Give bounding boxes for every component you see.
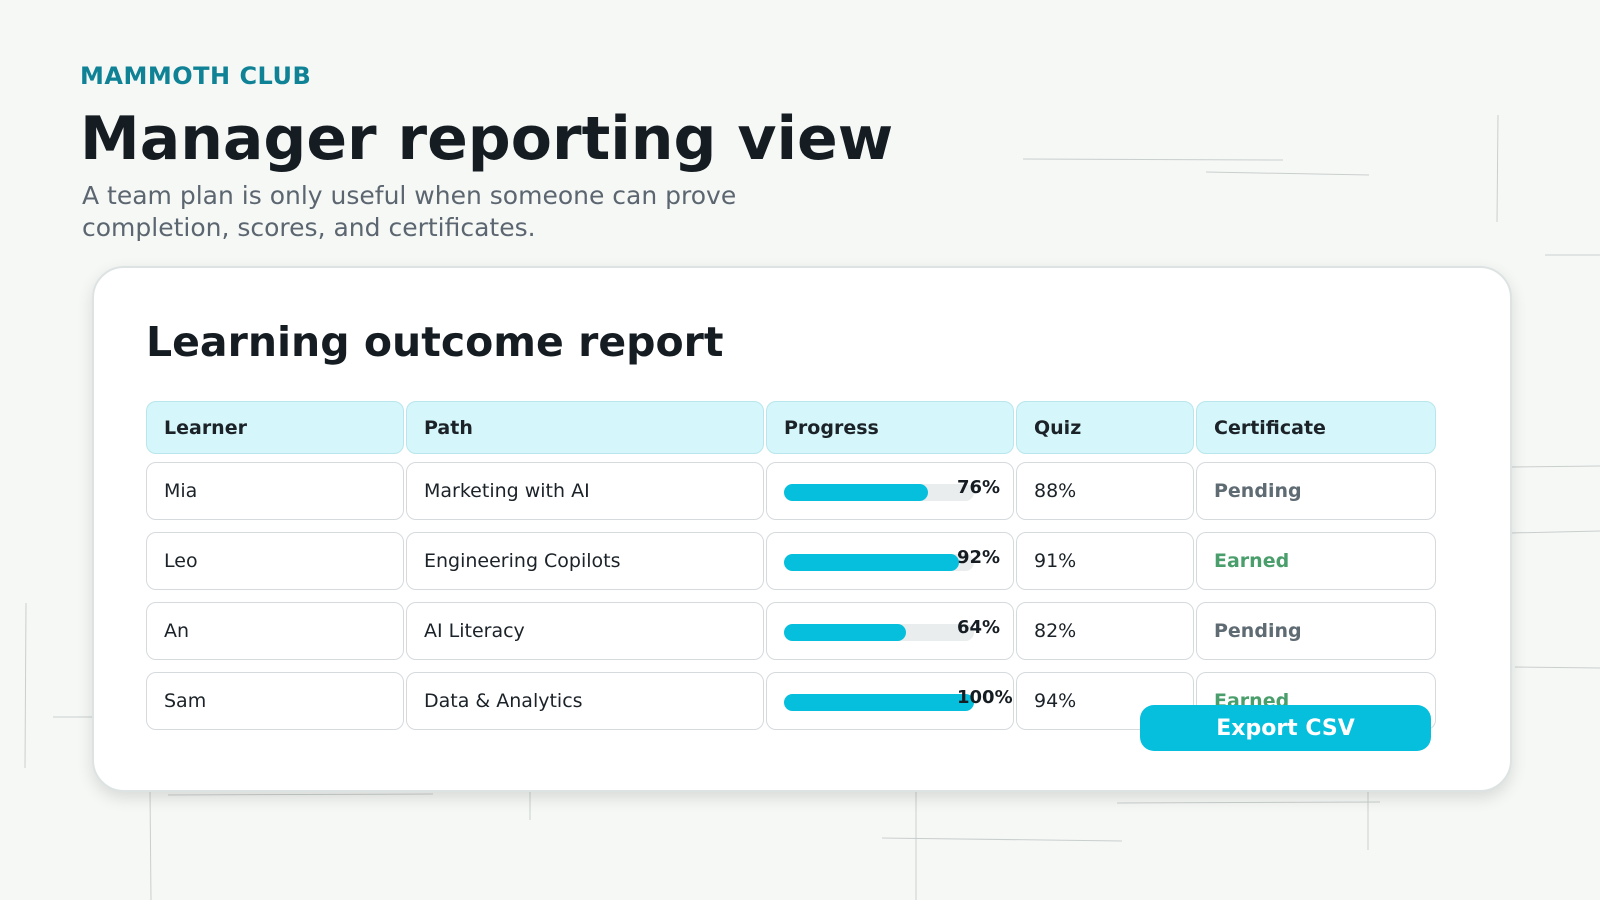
progress-label: 92%: [957, 547, 1001, 568]
column-header: Learner: [146, 401, 404, 454]
path-cell: Data & Analytics: [406, 672, 764, 730]
report-title: Learning outcome report: [146, 318, 724, 366]
quiz-cell: 88%: [1016, 462, 1194, 520]
progress-label: 64%: [957, 617, 1001, 638]
progress-track: [784, 694, 974, 711]
progress-label: 100%: [957, 687, 1013, 708]
export-button[interactable]: Export CSV: [1140, 705, 1431, 751]
column-header: Quiz: [1016, 401, 1194, 454]
column-header: Path: [406, 401, 764, 454]
column-header: Certificate: [1196, 401, 1436, 454]
learner-cell: Mia: [146, 462, 404, 520]
progress-cell: 76%: [766, 462, 1014, 520]
quiz-cell: 91%: [1016, 532, 1194, 590]
learner-cell: An: [146, 602, 404, 660]
page-title: Manager reporting view: [80, 104, 894, 174]
progress-bar: [784, 484, 929, 501]
progress-bar: [784, 624, 906, 641]
brand: MAMMOTH CLUB: [80, 62, 312, 90]
progress-bar: [784, 694, 974, 711]
path-cell: Engineering Copilots: [406, 532, 764, 590]
progress-track: [784, 624, 974, 641]
subtitle: A team plan is only useful when someone …: [82, 181, 737, 242]
progress-track: [784, 484, 974, 501]
progress-cell: 92%: [766, 532, 1014, 590]
column-header: Progress: [766, 401, 1014, 454]
certificate-cell: Earned: [1196, 532, 1436, 590]
progress-cell: 100%: [766, 672, 1014, 730]
progress-label: 76%: [957, 477, 1001, 498]
progress-bar: [784, 554, 959, 571]
progress-cell: 64%: [766, 602, 1014, 660]
learner-cell: Leo: [146, 532, 404, 590]
progress-track: [784, 554, 974, 571]
path-cell: AI Literacy: [406, 602, 764, 660]
certificate-cell: Pending: [1196, 462, 1436, 520]
certificate-cell: Pending: [1196, 602, 1436, 660]
quiz-cell: 82%: [1016, 602, 1194, 660]
path-cell: Marketing with AI: [406, 462, 764, 520]
learner-cell: Sam: [146, 672, 404, 730]
